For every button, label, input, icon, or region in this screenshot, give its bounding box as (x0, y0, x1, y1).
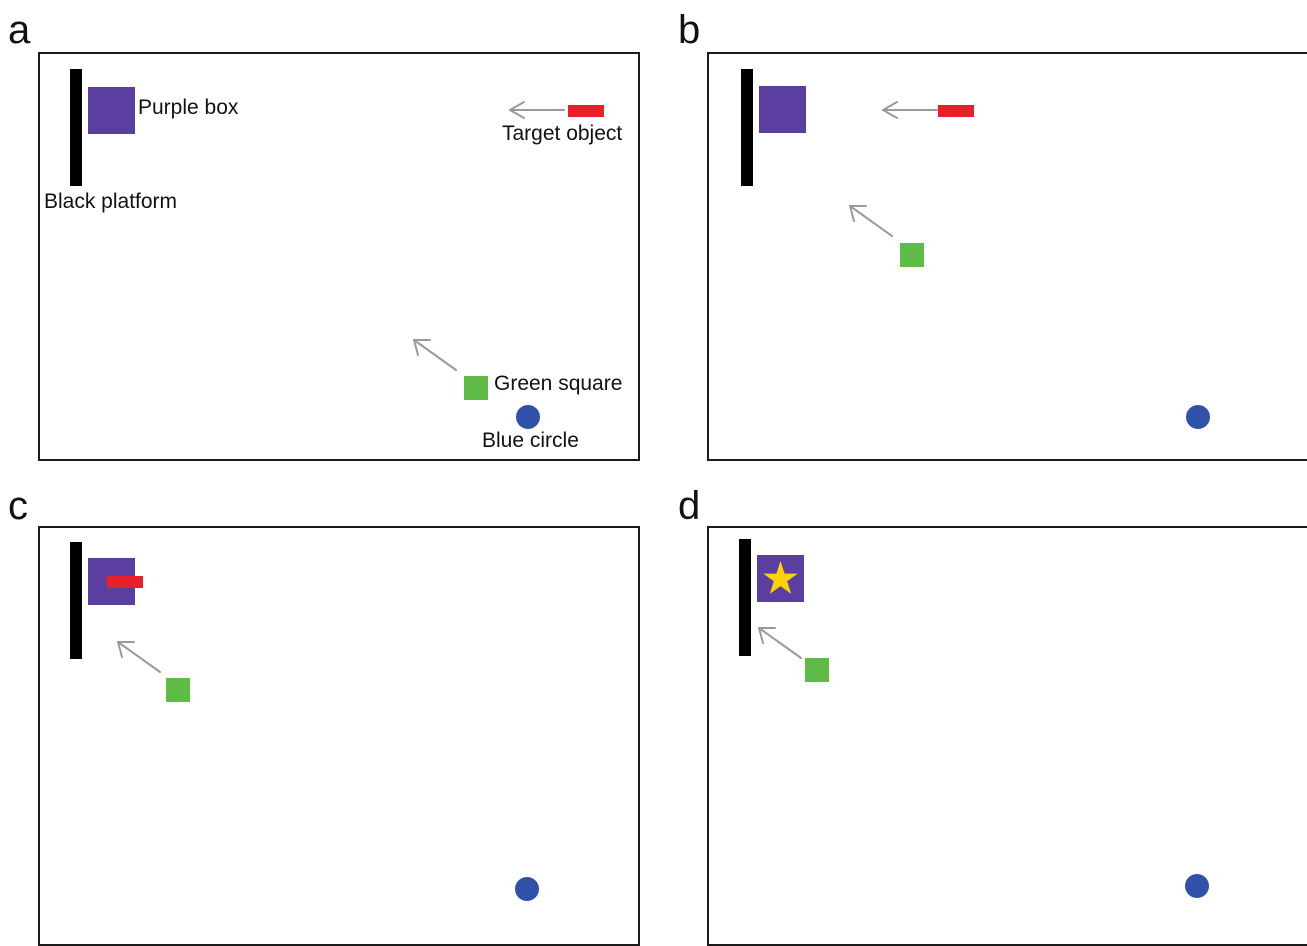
purple-box-label: Purple box (138, 96, 239, 119)
black-platform (70, 69, 82, 186)
panel-letter-b: b (678, 8, 701, 52)
green-square (464, 376, 488, 400)
arrow-icon (117, 641, 161, 673)
panel-a: Purple box Black platform Target object … (38, 52, 640, 461)
arrow-icon (758, 627, 802, 659)
black-platform (70, 542, 82, 659)
black-platform-label: Black platform (44, 190, 178, 213)
green-square-label: Green square (494, 372, 623, 395)
black-platform (741, 69, 753, 186)
panel-b (707, 52, 1307, 461)
blue-circle (1185, 874, 1209, 898)
green-square (166, 678, 190, 702)
star-icon (763, 561, 798, 594)
purple-box (759, 86, 806, 133)
panel-letter-c: c (8, 484, 28, 528)
blue-circle (516, 405, 540, 429)
target-object (568, 105, 604, 117)
blue-circle (515, 877, 539, 901)
arrow-icon (509, 101, 565, 119)
panel-letter-a: a (8, 8, 31, 52)
black-platform (739, 539, 751, 656)
target-object (107, 576, 143, 588)
purple-box (757, 555, 804, 602)
green-square (805, 658, 829, 682)
target-object (938, 105, 974, 117)
blue-circle-label: Blue circle (482, 429, 579, 452)
purple-box (88, 87, 135, 134)
arrow-icon (849, 205, 893, 237)
arrow-icon (882, 101, 938, 119)
target-object-label: Target object (502, 122, 623, 145)
blue-circle (1186, 405, 1210, 429)
green-square (900, 243, 924, 267)
panel-c (38, 526, 640, 946)
arrow-icon (413, 339, 457, 371)
panel-d (707, 526, 1307, 946)
panel-letter-d: d (678, 484, 701, 528)
